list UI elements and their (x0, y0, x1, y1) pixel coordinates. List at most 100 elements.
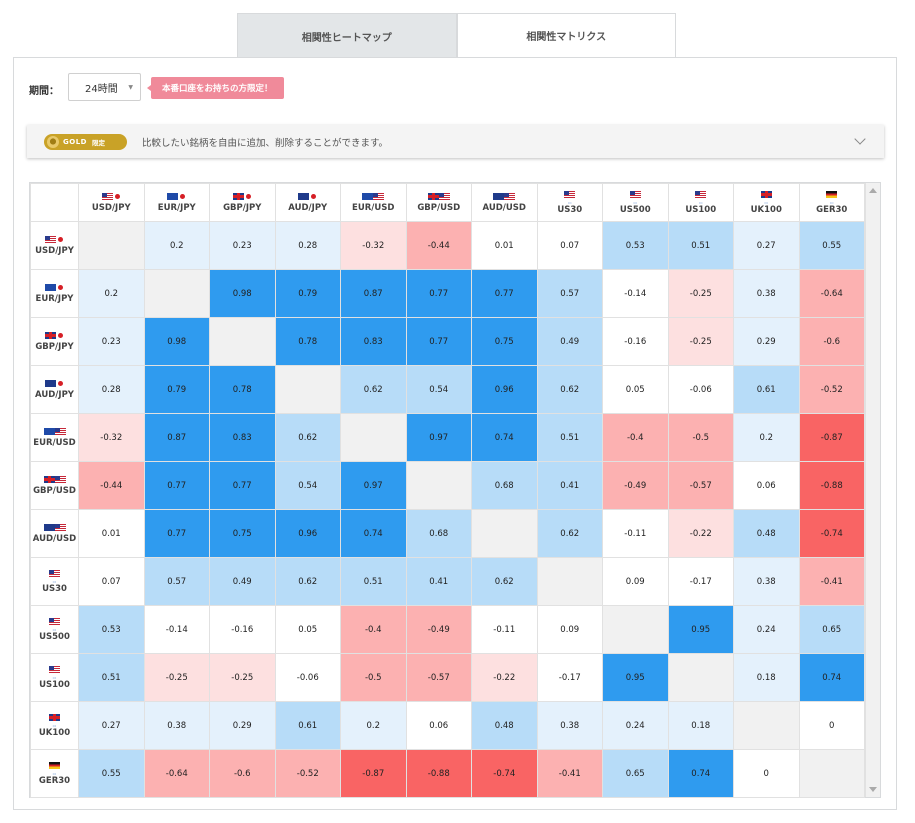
instrument-label: US500 (619, 204, 651, 215)
gold-feature-text: 比較したい銘柄を自由に追加、削除することができます。 (142, 137, 389, 149)
column-header: EUR/JPY (143, 183, 210, 222)
diagonal-cell (274, 365, 341, 414)
instrument-label: GER30 (38, 775, 71, 786)
correlation-cell: 0.09 (602, 557, 669, 606)
correlation-cell: 0.62 (471, 557, 538, 606)
diagonal-cell (209, 317, 276, 366)
correlation-cell: 0.29 (209, 701, 276, 750)
table-row: ▭ US30 0.07 0.57 0.49 0.62 0.51 0.41 0.62 0.09 -0.… (30, 557, 865, 606)
correlation-cell: 0.53 (602, 221, 669, 270)
index-tag-icon: ▭ (52, 770, 57, 776)
correlation-cell: 0.74 (798, 653, 865, 702)
correlation-cell: 0.29 (733, 317, 800, 366)
jp-flag-icon (112, 192, 121, 200)
correlation-cell: -0.17 (667, 557, 734, 606)
gb-flag-icon (43, 475, 55, 483)
table-row: GBP/USD -0.44 0.77 0.77 0.54 0.97 0.68 0.41 -0.4… (30, 461, 865, 510)
correlation-cell: 0.07 (78, 557, 145, 606)
correlation-cell: -0.49 (405, 605, 472, 654)
index-tag-icon: ▭ (633, 199, 638, 205)
correlation-cell: 0.23 (78, 317, 145, 366)
flag-icon (695, 190, 707, 199)
correlation-cell: -0.74 (471, 749, 538, 798)
correlation-cell: 0.06 (405, 701, 472, 750)
row-header: ▭ US30 (30, 557, 79, 606)
correlation-cell: 0.77 (405, 317, 472, 366)
correlation-cell: -0.14 (602, 269, 669, 318)
instrument-label: GER30 (816, 204, 848, 215)
correlation-cell: 0.09 (536, 605, 603, 654)
period-select[interactable]: 24時間 ▼ (68, 73, 141, 101)
correlation-cell: -0.17 (536, 653, 603, 702)
row-header: ▭ UK100 (30, 701, 79, 750)
correlation-cell: 0.53 (78, 605, 145, 654)
correlation-cell: 0.55 (798, 221, 865, 270)
jp-flag-icon (56, 379, 64, 387)
correlation-cell: -0.22 (471, 653, 538, 702)
eu-flag-icon (167, 192, 179, 200)
correlation-cell: 0.24 (733, 605, 800, 654)
correlation-cell: 0 (798, 701, 865, 750)
gold-feature-bar[interactable]: ⬤ GOLD 限定 比較したい銘柄を自由に追加、削除することができます。 (27, 125, 884, 158)
correlation-cell: 0.27 (78, 701, 145, 750)
correlation-cell: 0.2 (340, 701, 407, 750)
flag-icon (45, 283, 64, 292)
flag-icon (493, 192, 516, 201)
correlation-cell: 0.77 (471, 269, 538, 318)
us-flag-icon (101, 192, 113, 200)
correlation-cell: 0.87 (143, 413, 210, 462)
us-flag-icon (49, 617, 60, 625)
column-header: GBP/USD (405, 183, 472, 222)
correlation-cell: 0.96 (274, 509, 341, 558)
scroll-down-icon[interactable] (869, 787, 877, 792)
correlation-cell: 0.61 (733, 365, 800, 414)
us-flag-icon (54, 427, 66, 435)
jp-flag-icon (56, 235, 64, 243)
correlation-cell: -0.52 (798, 365, 865, 414)
table-row: EUR/USD -0.32 0.87 0.83 0.62 0.97 0.74 0.51 -0.4… (30, 413, 865, 462)
gb-flag-icon (232, 192, 244, 200)
correlation-cell: 0.51 (78, 653, 145, 702)
index-tag-icon: ▭ (764, 199, 769, 205)
vertical-scrollbar[interactable] (865, 183, 880, 797)
tab-correlation-heatmap[interactable]: 相関性ヒートマップ (237, 13, 457, 58)
correlation-cell: -0.74 (798, 509, 865, 558)
table-row: ▭ US100 0.51 -0.25 -0.25 -0.06 -0.5 -0.57 -0.22-… (30, 653, 865, 702)
correlation-cell: 0.78 (209, 365, 276, 414)
correlation-cell: -0.06 (274, 653, 341, 702)
tab-correlation-matrix[interactable]: 相関性マトリクス (456, 13, 676, 58)
gold-badge-limited: 限定 (91, 138, 105, 147)
diagonal-cell (667, 653, 734, 702)
correlation-cell: 0.74 (471, 413, 538, 462)
index-tag-icon: ▭ (52, 674, 57, 680)
correlation-cell: 0.77 (143, 509, 210, 558)
index-tag-icon: ▭ (698, 199, 703, 205)
correlation-cell: 0.75 (471, 317, 538, 366)
jp-flag-icon (309, 192, 318, 200)
correlation-cell: 0.23 (209, 221, 276, 270)
flag-icon (43, 427, 66, 436)
correlation-cell: -0.16 (209, 605, 276, 654)
flag-icon (362, 192, 385, 201)
correlation-cell: 0.2 (733, 413, 800, 462)
us-flag-icon (373, 192, 385, 200)
correlation-cell: -0.14 (143, 605, 210, 654)
scroll-up-icon[interactable] (869, 188, 877, 193)
gb-flag-icon (45, 331, 56, 339)
jp-flag-icon (56, 331, 64, 339)
correlation-cell: -0.49 (602, 461, 669, 510)
correlation-cell: 0.51 (536, 413, 603, 462)
column-header: ▭ UK100 (733, 183, 800, 222)
correlation-cell: 0.65 (602, 749, 669, 798)
correlation-cell: -0.64 (143, 749, 210, 798)
correlation-cell: 0.57 (536, 269, 603, 318)
correlation-cell: 0.95 (667, 605, 734, 654)
table-row: GBP/JPY 0.23 0.98 0.78 0.83 0.77 0.75 0.49 -0.16… (30, 317, 865, 366)
correlation-cell: -0.5 (340, 653, 407, 702)
correlation-cell: -0.57 (405, 653, 472, 702)
row-header: ▭ US500 (30, 605, 79, 654)
correlation-cell: 0.41 (405, 557, 472, 606)
instrument-label: US100 (39, 679, 70, 690)
diagonal-cell (733, 701, 800, 750)
chevron-down-icon[interactable] (854, 133, 866, 145)
